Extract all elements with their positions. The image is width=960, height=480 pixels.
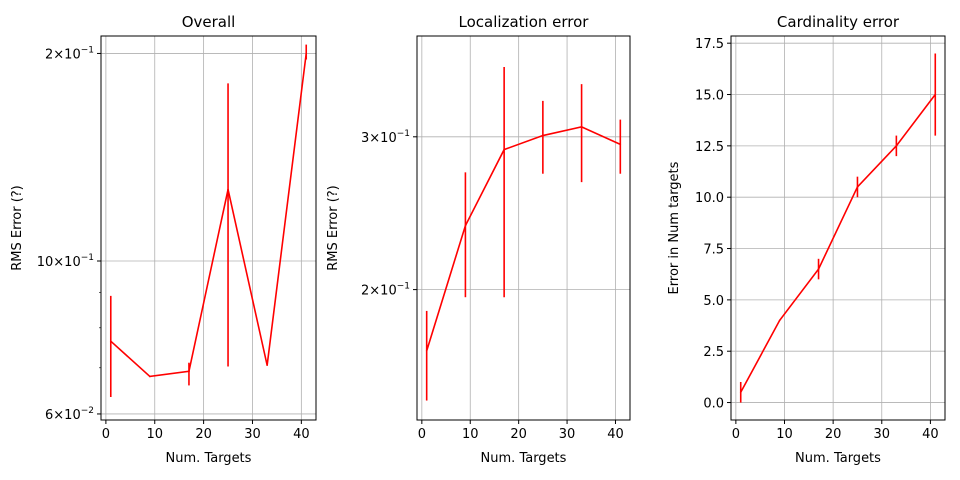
y-tick-label: 2.5 (703, 345, 724, 360)
y-tick-label: 0.0 (703, 397, 724, 412)
chart-cardinality: 0 10 20 30 40 0.0 2.5 5.0 7.5 10.0 12.5 15.0 17.5 Car… (667, 13, 946, 466)
y-tick-label: 7.5 (703, 243, 724, 258)
x-axis-label: Num. Targets (166, 451, 252, 466)
data-point (305, 52, 308, 55)
tick-times: ×10 (369, 131, 396, 146)
series-line (110, 53, 308, 378)
axes-frame (730, 35, 946, 421)
axes-frame (416, 35, 631, 421)
data-point (227, 188, 229, 191)
data-point (856, 186, 859, 188)
data-point (580, 126, 583, 128)
tick-times: ×10 (53, 47, 80, 62)
y-tick-label: 15.0 (695, 89, 724, 104)
data-point (619, 143, 622, 146)
y-axis-label: RMS Error (?) (326, 185, 341, 271)
tick-times: ×10 (53, 255, 80, 270)
x-tick-label: 20 (195, 427, 212, 442)
chart-title: Overall (182, 13, 236, 31)
data-point (503, 148, 505, 151)
x-tick-label: 30 (559, 427, 576, 442)
data-point (895, 145, 898, 147)
x-tick-label: 0 (102, 427, 110, 442)
x-axis-label: Num. Targets (795, 451, 881, 466)
data-point (739, 391, 742, 394)
data-point (109, 340, 112, 343)
x-tick-label: 20 (510, 427, 527, 442)
series-line (425, 126, 621, 352)
x-tick-label: 30 (873, 427, 890, 442)
x-tick-label: 40 (607, 427, 624, 442)
x-tick-label: 20 (825, 427, 842, 442)
y-tick-label: 17.5 (695, 37, 724, 52)
x-tick-label: 40 (922, 427, 939, 442)
x-tick-label: 30 (244, 427, 261, 442)
x-tick-label: 40 (293, 427, 310, 442)
data-point (464, 224, 467, 227)
x-tick-label: 10 (776, 427, 793, 442)
chart-title: Localization error (459, 13, 590, 31)
y-tick-label: 6×10−2 (45, 406, 94, 423)
data-point (425, 350, 428, 352)
data-point (817, 268, 820, 270)
x-tick-label: 10 (462, 427, 479, 442)
x-tick-label: 0 (732, 427, 740, 442)
tick-exponent: −2 (81, 406, 94, 416)
x-tick-label: 0 (418, 427, 426, 442)
x-axis-label: Num. Targets (481, 451, 567, 466)
tick-times: ×10 (369, 284, 396, 299)
y-tick-label: 12.5 (695, 140, 724, 155)
y-axis-label: Error in Num targets (667, 161, 682, 294)
y-tick-label: 10.0 (695, 191, 724, 206)
tick-base: 2 (361, 284, 369, 299)
tick-base: 6 (45, 408, 53, 423)
axes-frame (100, 35, 317, 421)
tick-exponent: −1 (81, 45, 94, 55)
x-tick-label: 10 (146, 427, 163, 442)
tick-base: 2 (45, 47, 53, 62)
y-tick-label: 2×10−1 (45, 45, 94, 62)
y-tick-label: 10×10−1 (37, 253, 94, 270)
series-line (740, 94, 936, 393)
chart-overall: 0 10 20 30 406×10−210×10−12×10−1OverallNum. … (10, 13, 317, 466)
y-tick-label: 5.0 (703, 294, 724, 309)
y-tick-label: 3×10−1 (361, 129, 410, 146)
y-tick-label: 2×10−1 (361, 282, 410, 299)
chart-title: Cardinality error (777, 13, 900, 31)
data-point (149, 375, 151, 378)
data-point (266, 364, 268, 367)
tick-base: 3 (361, 131, 369, 146)
data-point (188, 370, 190, 373)
tick-times: ×10 (53, 408, 80, 423)
tick-exponent: −1 (397, 282, 410, 292)
tick-exponent: −1 (81, 253, 94, 263)
data-point (778, 319, 781, 322)
data-point (934, 93, 937, 96)
data-point (542, 134, 544, 137)
y-axis-label: RMS Error (?) (10, 185, 25, 271)
tick-exponent: −1 (397, 129, 410, 139)
tick-base: 10 (37, 255, 54, 270)
